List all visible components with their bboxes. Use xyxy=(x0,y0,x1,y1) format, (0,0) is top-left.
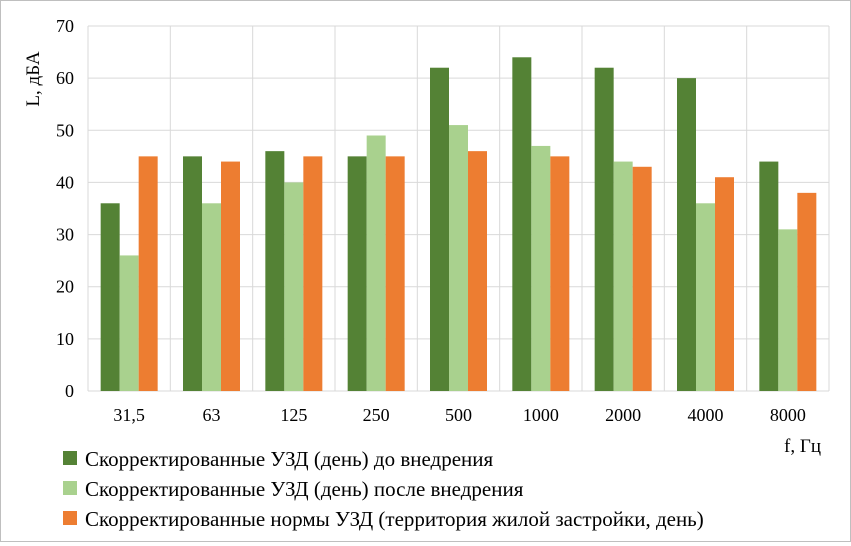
legend-label: Скорректированные нормы УЗД (территория … xyxy=(85,507,704,531)
bar-series-3-1000 xyxy=(550,156,570,391)
bar-series-2-500 xyxy=(449,125,468,392)
y-tick-labels: 0 10 20 30 40 50 60 70 xyxy=(56,16,74,401)
bar-series-3-8000 xyxy=(797,192,817,391)
bar-series-1-63 xyxy=(183,156,202,391)
y-tick-label: 70 xyxy=(56,16,74,36)
bars xyxy=(100,57,817,392)
y-tick-label: 60 xyxy=(56,68,74,88)
x-tick-label: 63 xyxy=(203,405,221,425)
bar-series-3-63 xyxy=(221,161,240,391)
y-tick-label: 20 xyxy=(56,277,74,297)
x-tick-label: 8000 xyxy=(770,405,806,425)
y-axis-label: L, дБА xyxy=(23,51,44,106)
bar-series-1-4000 xyxy=(677,78,696,392)
bar-series-2-4000 xyxy=(696,203,715,391)
bar-series-2-1000 xyxy=(531,145,551,391)
legend-swatch xyxy=(63,511,77,525)
legend: Скорректированные УЗД (день) до внедрени… xyxy=(63,447,704,531)
y-tick-label: 40 xyxy=(56,172,74,192)
legend-swatch xyxy=(63,481,77,495)
legend-label: Скорректированные УЗД (день) после внедр… xyxy=(85,477,524,501)
x-tick-labels: 31,5 63 125 250 500 1000 2000 4000 8000 xyxy=(113,405,805,425)
x-tick-label: 31,5 xyxy=(113,405,145,425)
y-tick-label: 10 xyxy=(56,329,74,349)
bar-series-3-125 xyxy=(303,156,323,391)
bar-series-2-2000 xyxy=(613,161,633,391)
x-tick-label: 2000 xyxy=(605,405,641,425)
bar-series-1-8000 xyxy=(759,161,779,391)
x-axis-label: f, Гц xyxy=(784,436,821,457)
bar-series-1-500 xyxy=(430,67,449,391)
bar-series-3-2000 xyxy=(632,166,652,391)
bar-series-1-31,5 xyxy=(100,203,120,391)
y-tick-label: 0 xyxy=(65,381,74,401)
x-tick-label: 1000 xyxy=(523,405,559,425)
x-tick-label: 250 xyxy=(363,405,390,425)
bar-series-1-125 xyxy=(265,151,285,391)
bar-series-3-250 xyxy=(385,156,405,391)
bar-series-2-63 xyxy=(202,203,221,391)
bar-series-3-4000 xyxy=(715,177,734,391)
bar-series-2-250 xyxy=(366,135,386,391)
legend-label: Скорректированные УЗД (день) до внедрени… xyxy=(85,447,493,471)
bar-series-2-31,5 xyxy=(119,255,139,391)
bar-series-1-250 xyxy=(347,156,367,391)
bar-series-2-125 xyxy=(284,182,304,391)
x-tick-label: 4000 xyxy=(688,405,724,425)
x-tick-label: 125 xyxy=(280,405,307,425)
bar-series-1-2000 xyxy=(594,67,614,391)
bar-series-3-31,5 xyxy=(138,156,158,391)
y-tick-label: 50 xyxy=(56,120,74,140)
y-tick-label: 30 xyxy=(56,225,74,245)
legend-swatch xyxy=(63,451,77,465)
x-tick-label: 500 xyxy=(445,405,472,425)
bar-series-1-1000 xyxy=(512,57,532,392)
bar-series-3-500 xyxy=(468,151,487,391)
bar-series-2-8000 xyxy=(778,229,798,391)
